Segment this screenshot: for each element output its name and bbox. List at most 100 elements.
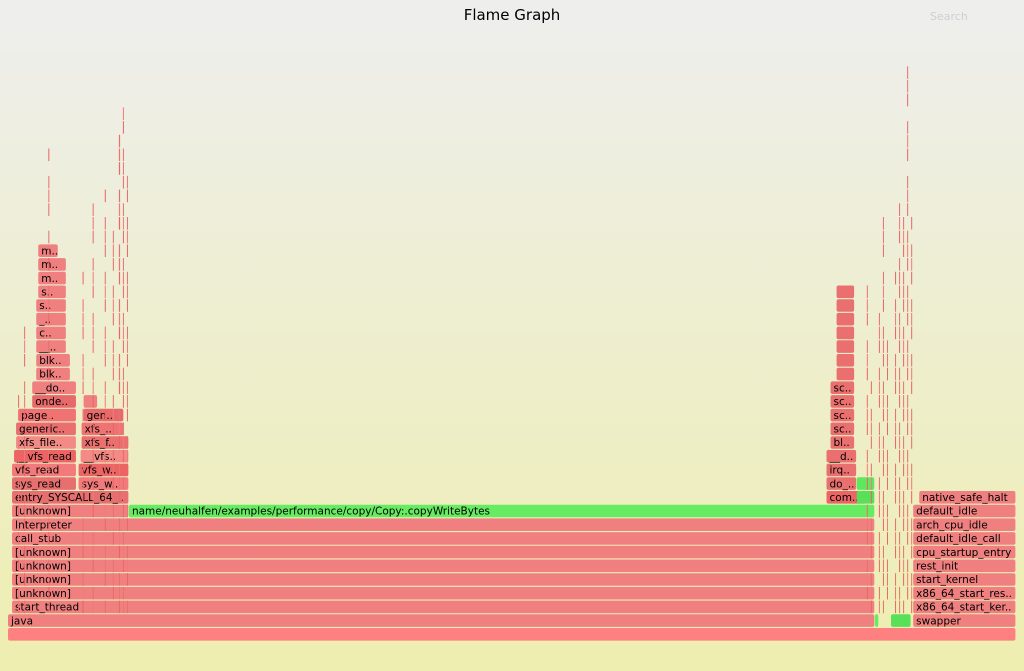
flame-frame-thin[interactable] [118,545,121,559]
flame-frame-thin[interactable] [122,545,124,559]
flame-frame-thin[interactable] [866,518,868,531]
flame-frame-thin[interactable] [878,600,880,614]
flame-frame-thin[interactable] [122,107,124,120]
flame-frame-thin[interactable] [899,491,901,504]
flame-frame-thin[interactable] [886,504,888,518]
flame-frame-thin[interactable] [48,148,50,162]
flame-frame-thin[interactable] [878,395,880,408]
flame-frame-thin[interactable] [92,395,94,408]
flame-frame-thin[interactable] [907,586,909,600]
flame-frame-thin[interactable] [903,573,905,586]
flame-frame[interactable]: cpu_startup_entry [913,545,1016,559]
flame-frame[interactable] [856,491,875,504]
flame-frame-thin[interactable] [104,518,106,531]
flame-frame-thin[interactable] [903,340,905,353]
flame-frame-thin[interactable] [48,449,50,463]
flame-frame-thin[interactable] [118,326,121,340]
flame-frame-thin[interactable] [870,532,872,545]
flame-frame-thin[interactable] [48,244,50,257]
flame-frame-thin[interactable] [122,148,124,162]
flame-frame-thin[interactable] [24,600,26,614]
flame-frame-thin[interactable] [878,326,880,340]
flame-frame-thin[interactable] [903,463,905,477]
flame-frame-thin[interactable] [878,532,880,545]
flame-frame-thin[interactable] [92,600,94,614]
flame-frame-thin[interactable] [126,504,128,518]
flame-frame-thin[interactable] [92,586,94,600]
flame-frame-thin[interactable] [48,477,50,490]
flame-frame-thin[interactable] [118,148,121,162]
flame-frame[interactable]: gen.. [83,408,124,422]
flame-frame[interactable]: entry_SYSCALL_64_.. [12,491,129,504]
flame-frame-thin[interactable] [899,436,901,449]
flame-frame[interactable]: m.. [38,244,58,257]
flame-frame-thin[interactable] [899,367,901,381]
flame-frame-thin[interactable] [866,449,868,463]
flame-frame-thin[interactable] [118,381,121,394]
flame-frame-thin[interactable] [882,518,884,531]
flame-frame-thin[interactable] [126,600,128,614]
flame-frame-thin[interactable] [118,271,121,285]
flame-frame[interactable]: arch_cpu_idle [913,518,1016,531]
flame-frame[interactable]: page.. [18,408,76,422]
flame-frame-thin[interactable] [48,312,50,326]
flame-frame-thin[interactable] [126,545,128,559]
flame-frame-thin[interactable] [112,518,114,531]
flame-frame-thin[interactable] [48,354,50,367]
flame-frame-thin[interactable] [903,381,905,394]
flame-frame-thin[interactable] [882,217,884,230]
flame-frame-thin[interactable] [112,230,114,244]
flame-frame-thin[interactable] [899,449,901,463]
flame-frame-thin[interactable] [118,422,121,436]
flame-frame-thin[interactable] [882,299,884,312]
flame-frame-thin[interactable] [48,463,50,477]
flame-frame[interactable]: do_.. [826,477,857,490]
flame-frame-thin[interactable] [878,477,880,490]
flame-frame-thin[interactable] [48,285,50,299]
flame-frame[interactable]: __do.. [32,381,76,394]
flame-frame-thin[interactable] [118,367,121,381]
flame-frame-thin[interactable] [92,491,94,504]
flame-frame[interactable]: __vfs.. [80,449,129,463]
flame-frame-thin[interactable] [48,422,50,436]
flame-frame-thin[interactable] [92,545,94,559]
flame-frame-thin[interactable] [907,244,909,257]
flame-frame-thin[interactable] [866,422,868,436]
flame-frame-thin[interactable] [878,367,880,381]
flame-frame-thin[interactable] [104,408,106,422]
flame-frame-thin[interactable] [911,518,913,531]
flame-frame-thin[interactable] [92,477,94,490]
flame-frame-thin[interactable] [903,504,905,518]
flame-frame-thin[interactable] [866,367,868,381]
flame-frame[interactable] [836,326,855,340]
flame-frame-thin[interactable] [126,436,128,449]
flame-frame[interactable]: sc.. [830,408,855,422]
flame-frame-thin[interactable] [92,217,94,230]
flame-frame-thin[interactable] [870,477,872,490]
flame-frame-thin[interactable] [899,545,901,559]
flame-frame-thin[interactable] [903,395,905,408]
flame-frame-thin[interactable] [126,463,128,477]
flame-frame-thin[interactable] [82,326,84,340]
flame-frame-thin[interactable] [911,258,913,271]
flame-frame-thin[interactable] [882,545,884,559]
flame-frame-thin[interactable] [911,545,913,559]
flame-frame-thin[interactable] [122,559,124,573]
flame-frame[interactable] [874,614,879,627]
flame-frame-thin[interactable] [911,436,913,449]
flame-frame-thin[interactable] [911,600,913,614]
flame-frame-thin[interactable] [122,271,124,285]
flame-frame-thin[interactable] [907,189,909,203]
flame-frame-thin[interactable] [903,244,905,257]
flame-frame-thin[interactable] [899,217,901,230]
flame-frame-thin[interactable] [82,422,84,436]
flame-frame-thin[interactable] [866,299,868,312]
flame-frame[interactable]: __d.. [826,449,857,463]
flame-frame-thin[interactable] [903,299,905,312]
flame-frame-thin[interactable] [866,573,868,586]
flame-frame[interactable] [8,628,1016,641]
flame-frame-thin[interactable] [104,559,106,573]
flame-frame-thin[interactable] [907,449,909,463]
flame-frame-thin[interactable] [104,395,106,408]
flame-frame-thin[interactable] [886,449,888,463]
